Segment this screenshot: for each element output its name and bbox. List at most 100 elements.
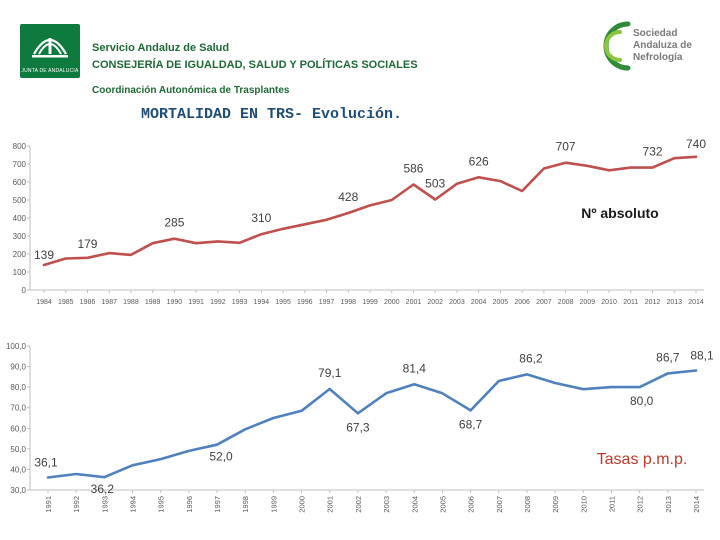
data-point (159, 458, 162, 461)
x-tick-label: 2013 (666, 299, 682, 306)
x-tick-label: 1999 (269, 496, 278, 513)
org-line-3: Coordinación Autonómica de Trasplantes (92, 85, 290, 96)
sen-logo-icon (603, 21, 631, 71)
y-tick-label: 60,0 (10, 424, 26, 433)
data-label: 79,1 (318, 366, 342, 380)
y-tick-label: 100 (13, 268, 27, 277)
x-tick-label: 2012 (636, 496, 645, 513)
x-tick-label: 1996 (297, 299, 313, 306)
x-tick-label: 2006 (467, 496, 476, 513)
data-point (282, 227, 284, 230)
x-tick-label: 2002 (354, 496, 363, 513)
series-line (46, 369, 698, 479)
x-tick-label: 1995 (275, 299, 291, 306)
x-tick-label: 2008 (523, 496, 532, 513)
y-tick-label: 80,0 (10, 383, 26, 392)
data-point (666, 372, 669, 375)
data-point (564, 161, 567, 164)
data-point (369, 204, 371, 207)
data-point (695, 155, 697, 158)
data-label: 68,7 (459, 417, 483, 431)
data-point (300, 409, 303, 412)
org-line-2: CONSEJERÍA DE IGUALDAD, SALUD Y POLÍTICA… (92, 59, 418, 71)
y-tick-label: 800 (13, 142, 27, 151)
data-point (328, 388, 331, 390)
y-tick-label: 200 (13, 250, 27, 259)
x-tick-label: 2010 (601, 299, 617, 306)
data-label: 36,1 (34, 455, 58, 469)
data-point (303, 223, 306, 226)
x-tick-label: 1984 (36, 299, 52, 306)
x-tick-label: 2011 (607, 496, 616, 512)
y-tick-label: 90,0 (10, 363, 26, 372)
x-tick-label: 1990 (167, 299, 183, 306)
data-point (64, 257, 67, 260)
data-point (413, 383, 416, 386)
x-tick-label: 2003 (449, 299, 465, 306)
data-label: 67,3 (346, 420, 370, 434)
data-point (216, 240, 219, 243)
data-label: 139 (34, 248, 54, 262)
data-point (629, 166, 632, 169)
x-tick-label: 2000 (384, 299, 400, 306)
data-point (130, 254, 132, 256)
y-tick-label: 30,0 (10, 486, 26, 495)
data-label: 88,1 (690, 348, 714, 362)
y-tick-label: 50,0 (10, 445, 26, 454)
data-label: 707 (556, 140, 576, 154)
x-tick-label: 2009 (551, 496, 560, 513)
org-line-1: Servicio Andaluz de Salud (92, 42, 230, 54)
data-point (554, 382, 557, 384)
data-point (477, 176, 480, 179)
data-label: 626 (469, 154, 489, 168)
y-tick-label: 500 (13, 196, 27, 205)
x-tick-label: 1989 (145, 299, 161, 306)
data-label: 81,4 (403, 361, 427, 375)
x-tick-label: 1998 (241, 496, 250, 513)
data-point (456, 182, 458, 185)
x-tick-label: 1985 (58, 299, 74, 306)
y-tick-label: 100,0 (6, 342, 27, 351)
data-label: 586 (403, 162, 423, 176)
society-line-1: Sociedad (633, 28, 678, 39)
data-point (325, 218, 328, 221)
x-tick-label: 1991 (188, 299, 204, 306)
data-label: 740 (686, 138, 706, 151)
x-tick-label: 2009 (580, 299, 596, 306)
data-label: 732 (643, 145, 663, 159)
chart-rate-mortality: 30,0 40,0 50,0 60,0 70,0 80,0 90,0 100,0 1991 199… (6, 342, 714, 513)
data-point (526, 373, 528, 376)
data-point (434, 198, 437, 201)
x-tick-label: 1992 (72, 496, 81, 513)
x-tick-label: 2013 (664, 496, 673, 513)
y-tick-label: 300 (13, 232, 27, 241)
x-tick-label: 2000 (298, 496, 307, 513)
junta-logo: JUNTA DE ANDALUCIA (20, 24, 80, 78)
y-tick-label: 70,0 (10, 404, 26, 413)
x-tick-label: 2014 (688, 299, 704, 306)
header: JUNTA DE ANDALUCIA Servicio Andaluz de S… (0, 0, 720, 140)
data-point (542, 167, 545, 170)
series-annotation: Tasas p.m.p. (597, 451, 688, 468)
data-label: 503 (425, 176, 445, 190)
data-point (582, 388, 585, 391)
x-tick-label: 2003 (382, 496, 391, 513)
x-tick-label: 2005 (438, 496, 447, 513)
x-tick-label: 1992 (210, 299, 226, 306)
data-point (75, 473, 78, 475)
x-tick-label: 2014 (692, 496, 701, 513)
x-tick-label: 2012 (645, 299, 661, 306)
x-tick-label: 1997 (319, 299, 335, 306)
x-tick-label: 2007 (536, 299, 552, 306)
x-tick-label: 2001 (326, 496, 335, 513)
y-tick-label: 0 (22, 286, 27, 295)
x-tick-label: 2010 (579, 496, 588, 513)
data-label: 428 (338, 190, 358, 204)
x-tick-label: 1995 (157, 496, 166, 513)
x-tick-label: 2002 (427, 299, 443, 306)
data-point (521, 190, 524, 192)
data-label: 310 (251, 211, 271, 225)
data-point (195, 242, 198, 245)
data-point (108, 252, 111, 254)
data-label: 36,2 (91, 482, 115, 496)
